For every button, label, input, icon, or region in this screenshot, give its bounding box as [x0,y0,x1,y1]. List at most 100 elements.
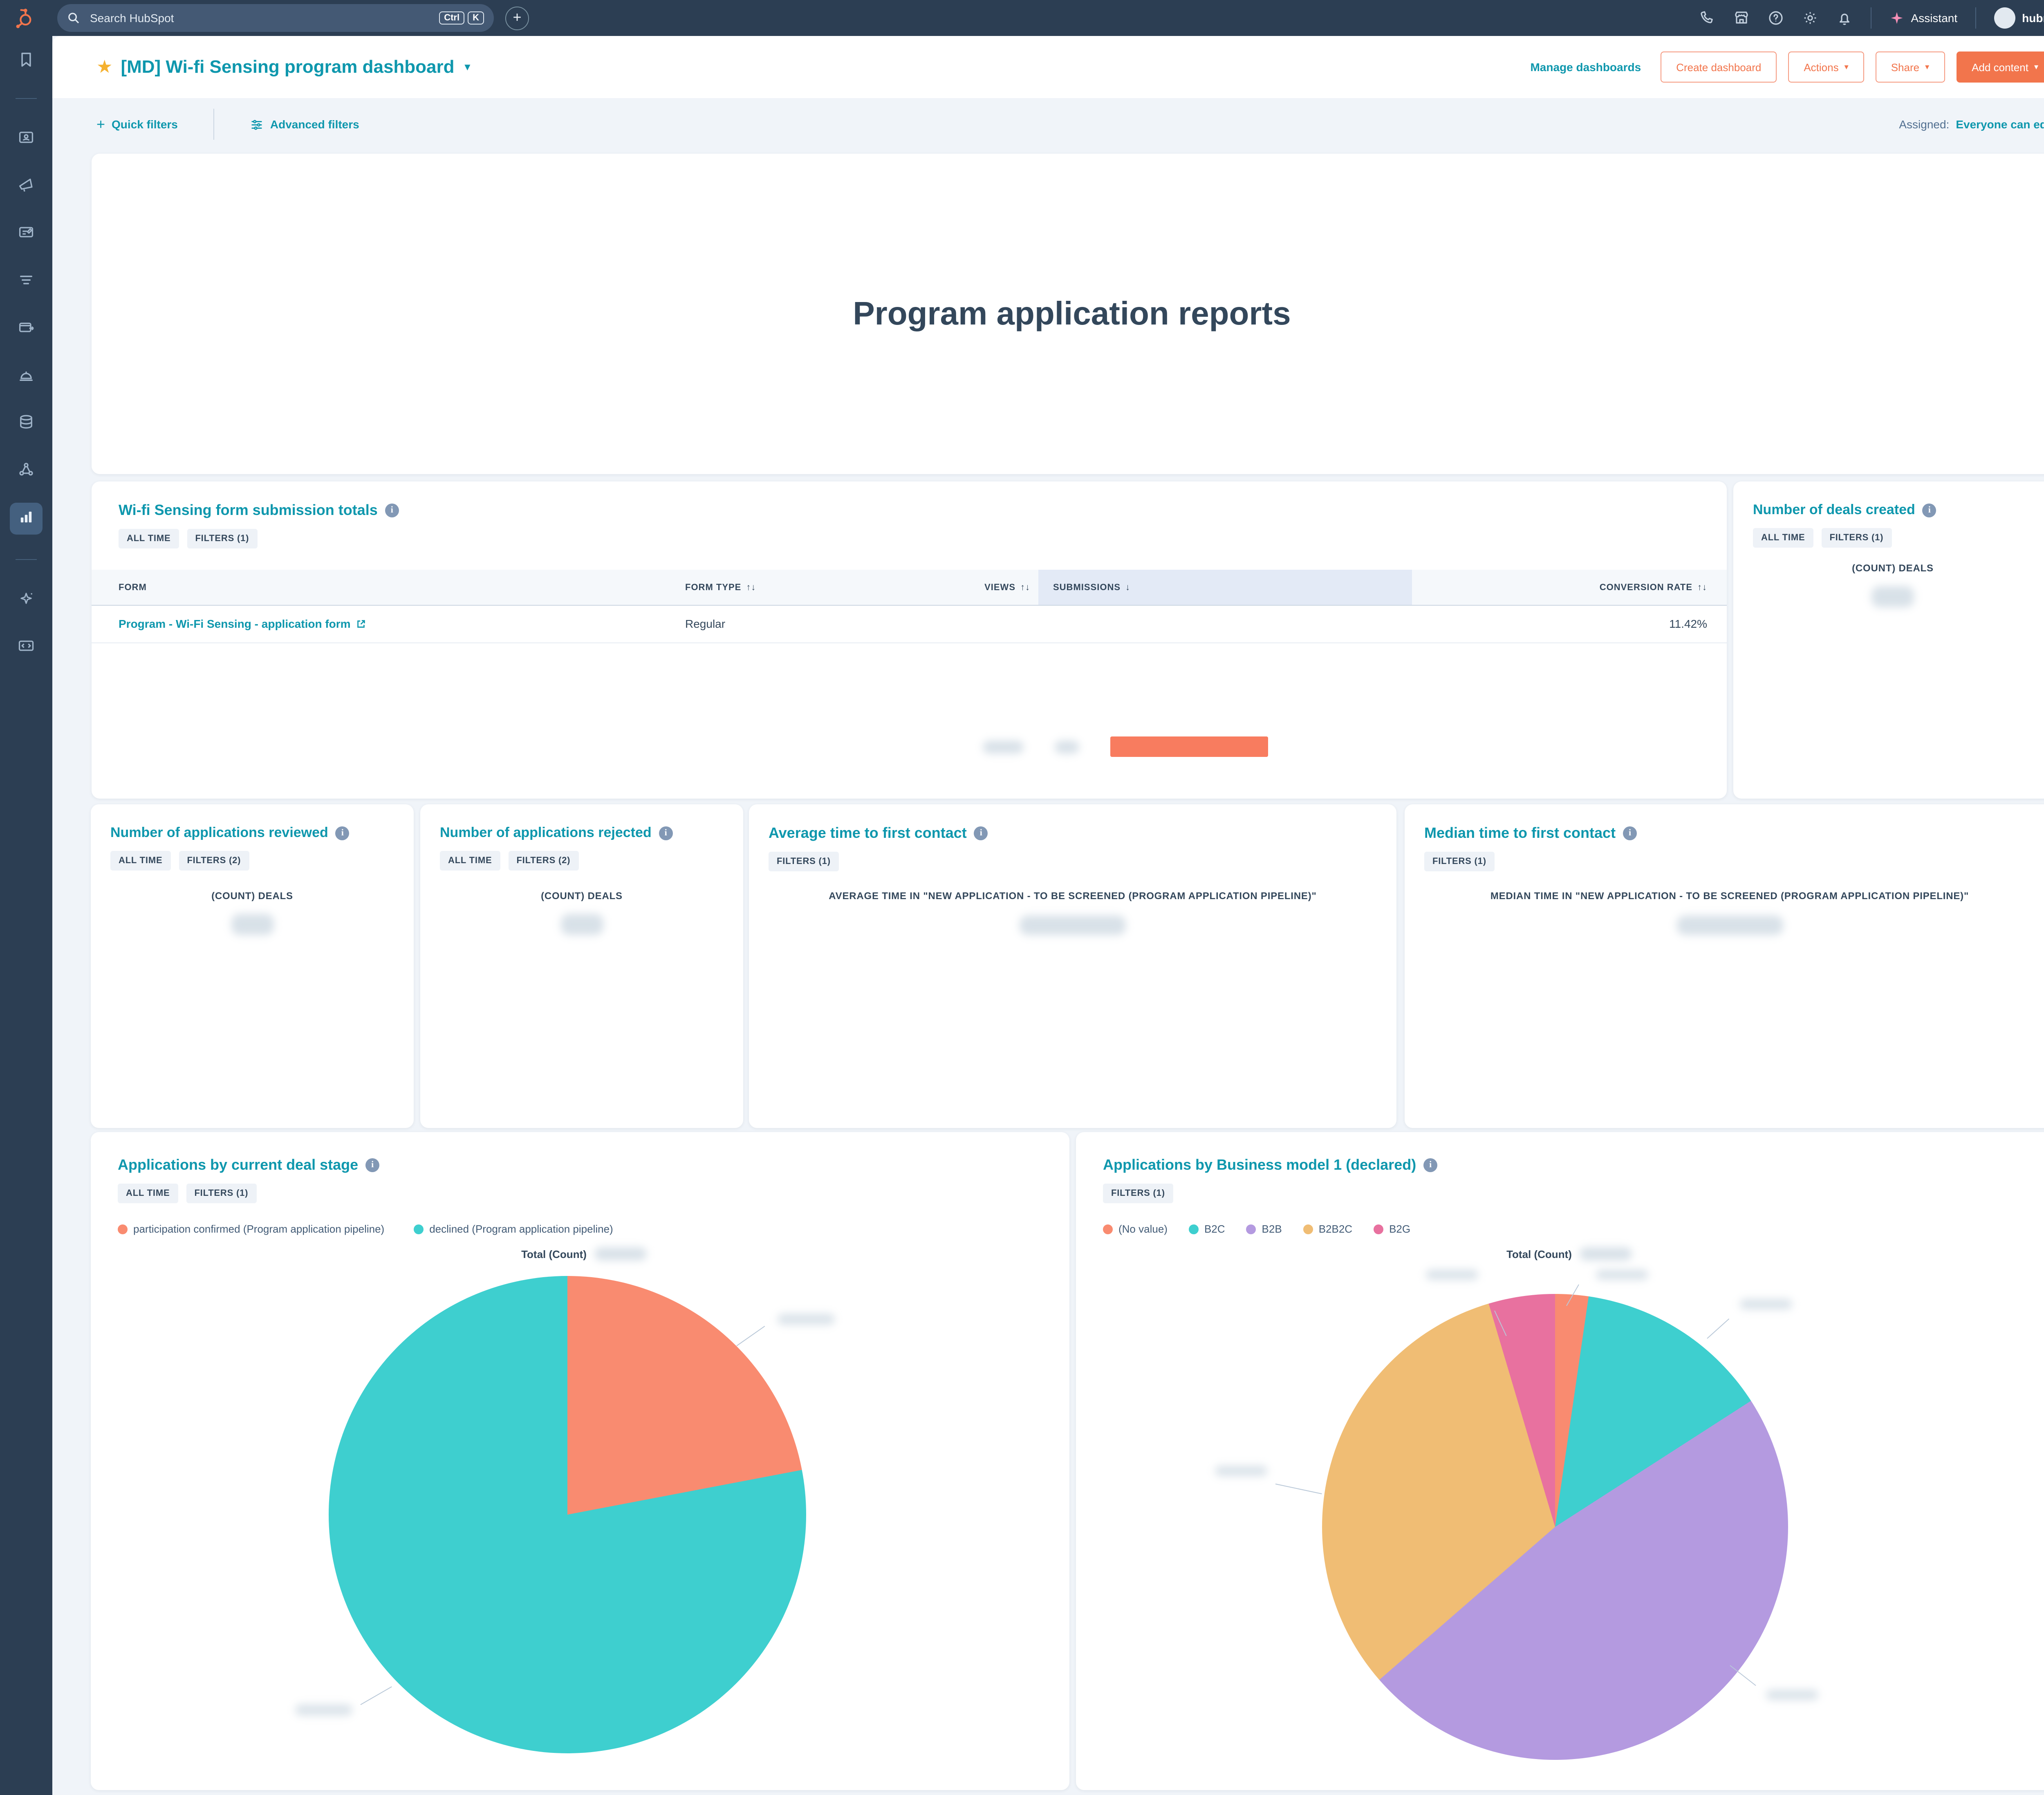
pie-chart-business-model[interactable] [1322,1294,1788,1760]
info-icon[interactable]: i [365,1158,380,1172]
dashboard-title[interactable]: [MD] Wi-fi Sensing program dashboard [121,56,455,77]
report-title[interactable]: Wi-fi Sensing form submission totals [119,502,378,518]
assigned-status: Assigned:Everyone can edit [1899,118,2044,131]
report-card-business-model-pie: Applications by Business model 1 (declar… [1076,1132,2044,1790]
filters-badge[interactable]: FILTERS (2) [179,851,249,871]
favorite-star-icon[interactable]: ★ [96,56,113,77]
time-range-badge[interactable]: ALL TIME [119,529,179,548]
filters-badge[interactable]: FILTERS (1) [1821,528,1892,548]
info-icon[interactable]: i [335,826,350,840]
legend-item[interactable]: B2C [1188,1223,1225,1235]
report-title[interactable]: Number of applications reviewed [110,825,328,840]
data-management-icon[interactable] [17,413,35,431]
report-title[interactable]: Number of deals created [1753,502,1915,517]
time-range-badge[interactable]: ALL TIME [440,851,500,871]
report-title[interactable]: Applications by current deal stage [118,1157,359,1173]
quick-filters-button[interactable]: + Quick filters [96,116,178,132]
notifications-bell-icon[interactable] [1837,10,1853,26]
filters-badge[interactable]: FILTERS (1) [769,852,839,871]
manage-dashboards-link[interactable]: Manage dashboards [1530,60,1641,74]
search-input[interactable] [88,11,436,25]
ai-sparkle-icon[interactable] [17,589,35,607]
metric-label: (COUNT) DEALS [1852,562,1934,574]
marketing-megaphone-icon[interactable] [17,176,35,194]
slice-label-redacted [1766,1690,1818,1700]
new-tab-button[interactable]: + [505,6,529,30]
info-icon[interactable]: i [1922,503,1936,517]
filters-badge[interactable]: FILTERS (1) [1103,1184,1173,1203]
external-link-icon [357,620,365,627]
legend-item[interactable]: B2B2C [1303,1223,1352,1235]
legend-dot [118,1224,128,1234]
banner-title: Program application reports [853,295,1291,331]
actions-button[interactable]: Actions ▾ [1788,51,1864,83]
help-icon[interactable] [1768,10,1784,26]
developer-code-icon[interactable] [17,637,35,655]
legend-item[interactable]: B2G [1374,1223,1410,1235]
commerce-wallet-icon[interactable] [17,318,35,336]
sales-funnel-icon[interactable] [17,271,35,289]
account-menu[interactable]: hubraum ▾ [1994,7,2044,29]
filters-badge[interactable]: FILTERS (1) [186,1184,257,1203]
report-title[interactable]: Average time to first contact [769,825,967,841]
automations-icon[interactable] [17,460,35,478]
report-card-median-time: Median time to first contact i FILTERS (1… [1405,804,2044,1128]
assistant-button[interactable]: Assistant [1890,11,1957,25]
global-search[interactable]: Ctrl K [57,4,494,32]
column-header-submissions[interactable]: SUBMISSIONS ↓ [1053,582,1131,592]
pie-chart-deal-stage[interactable] [329,1276,806,1753]
info-icon[interactable]: i [385,504,399,517]
filters-badge[interactable]: FILTERS (1) [1424,852,1495,871]
filters-badge[interactable]: FILTERS (2) [508,851,579,871]
content-icon[interactable] [17,223,35,241]
legend-item[interactable]: participation confirmed (Program applica… [118,1223,384,1235]
time-range-badge[interactable]: ALL TIME [1753,528,1813,548]
chevron-down-icon[interactable]: ▼ [462,61,473,73]
sparkle-icon [1891,12,1903,24]
time-range-badge[interactable]: ALL TIME [110,851,171,871]
submissions-bar-wrap [92,728,1727,766]
share-button[interactable]: Share ▾ [1875,51,1945,83]
slice-label-redacted [778,1314,835,1325]
time-range-badge[interactable]: ALL TIME [118,1184,178,1203]
report-title[interactable]: Median time to first contact [1424,825,1616,841]
sidebar-divider [16,98,37,99]
assigned-value-link[interactable]: Everyone can edit [1956,118,2044,131]
column-header-conversion-rate[interactable]: CONVERSION RATE ↑↓ [1599,582,1707,592]
info-icon[interactable]: i [974,826,988,840]
legend-item[interactable]: declined (Program application pipeline) [414,1223,613,1235]
legend-item[interactable]: (No value) [1103,1223,1168,1235]
info-icon[interactable]: i [1623,826,1637,840]
callout-line [1707,1318,1730,1339]
report-title[interactable]: Number of applications rejected [440,825,652,840]
column-header-form[interactable]: FORM [119,582,147,592]
add-content-button[interactable]: Add content ▾ [1956,51,2044,83]
info-icon[interactable]: i [659,826,673,840]
metric-label: AVERAGE TIME IN "NEW APPLICATION - TO BE… [829,890,1317,902]
phone-icon[interactable] [1699,10,1716,26]
metric-value-redacted [1676,915,1783,935]
service-bell-icon[interactable] [17,365,35,383]
metric-label: (COUNT) DEALS [211,890,293,902]
create-dashboard-button[interactable]: Create dashboard [1661,51,1777,83]
report-card-deals-created: Number of deals created i ALL TIME FILTER… [1733,481,2044,799]
legend-dot [1188,1224,1199,1234]
column-header-views[interactable]: VIEWS ↑↓ [984,582,1030,592]
crm-contacts-icon[interactable] [17,128,35,146]
callout-line [360,1686,392,1705]
legend-item[interactable]: B2B [1246,1223,1282,1235]
user-name: hubraum [2022,11,2044,25]
info-icon[interactable]: i [1423,1158,1438,1172]
filters-badge[interactable]: FILTERS (1) [187,529,258,548]
table-row: Program - Wi-Fi Sensing - application fo… [92,605,1727,757]
marketplace-icon[interactable] [1734,10,1750,26]
report-title[interactable]: Applications by Business model 1 (declar… [1103,1157,1416,1173]
form-link-cell[interactable]: Program - Wi-Fi Sensing - application fo… [119,605,366,642]
bookmarks-icon[interactable] [17,51,35,69]
advanced-filters-button[interactable]: Advanced filters [251,118,359,131]
column-header-form-type[interactable]: FORM TYPE ↑↓ [685,582,756,592]
sidebar-item-reporting-active[interactable] [10,503,43,535]
settings-gear-icon[interactable] [1802,10,1819,26]
hubspot-logo-icon[interactable] [13,7,34,29]
legend-dot [1374,1224,1384,1234]
